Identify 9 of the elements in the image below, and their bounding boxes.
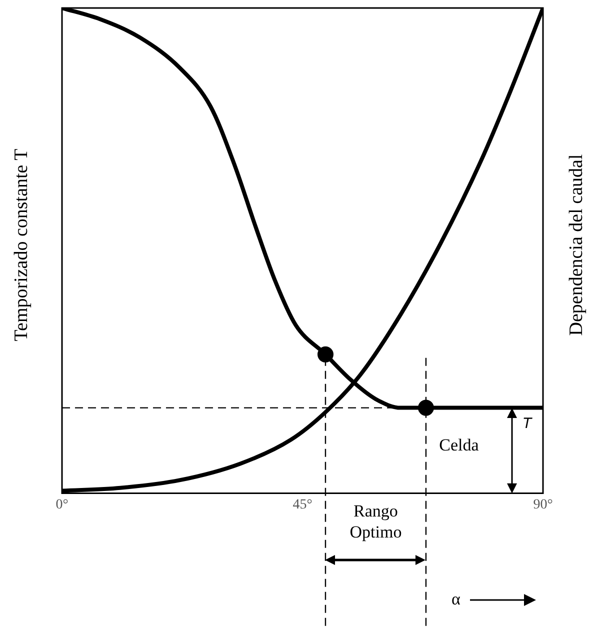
x-tick-label: 45° [292, 497, 312, 512]
y-axis-title: Temporizado constante T [10, 148, 32, 342]
text: Rango Optimo [350, 501, 402, 542]
y2-axis-title: Dependencia del caudal [566, 154, 587, 336]
x-tick-label: 0° [56, 497, 68, 512]
x-tick-label: 90° [533, 497, 553, 512]
annotation: T [522, 415, 534, 432]
text: α [452, 589, 461, 608]
annotation: Celda [439, 435, 480, 454]
